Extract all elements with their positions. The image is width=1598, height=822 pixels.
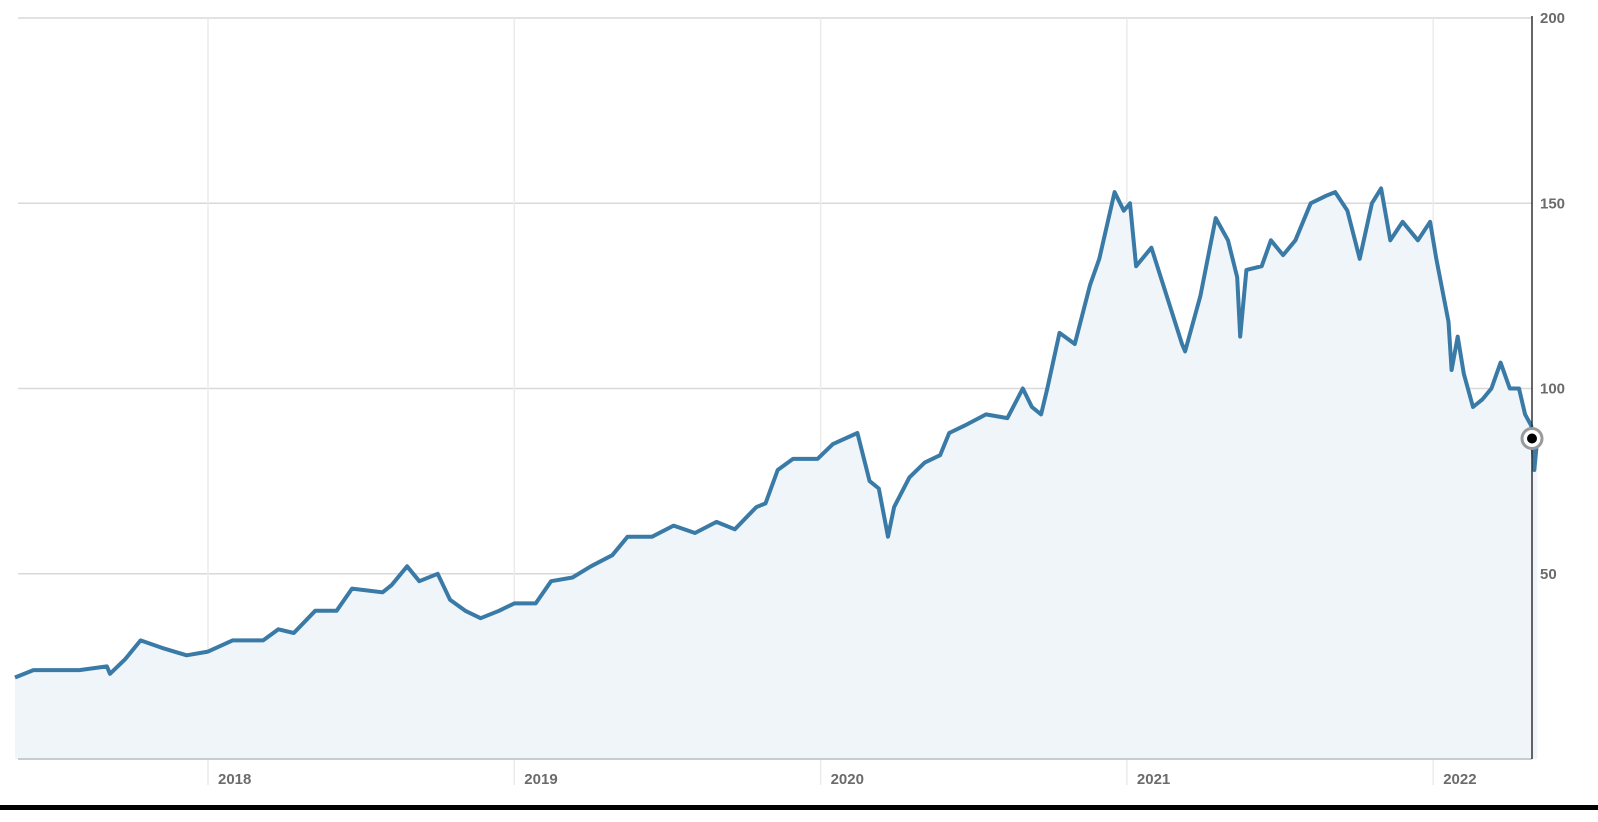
- price-area-fill: [15, 188, 1538, 759]
- last-price-marker[interactable]: [1520, 427, 1544, 451]
- x-tick-label: 2021: [1137, 771, 1170, 788]
- price-line: [14, 186, 1540, 680]
- y-tick-label: 100: [1540, 381, 1565, 398]
- x-tick-label: 2022: [1443, 771, 1476, 788]
- y-tick-label: 200: [1540, 10, 1565, 27]
- bottom-border: [0, 805, 1598, 810]
- x-tick-label: 2020: [831, 771, 864, 788]
- x-tick-label: 2018: [218, 771, 251, 788]
- y-tick-label: 150: [1540, 195, 1565, 212]
- y-tick-label: 50: [1540, 566, 1557, 583]
- x-tick-label: 2019: [524, 771, 557, 788]
